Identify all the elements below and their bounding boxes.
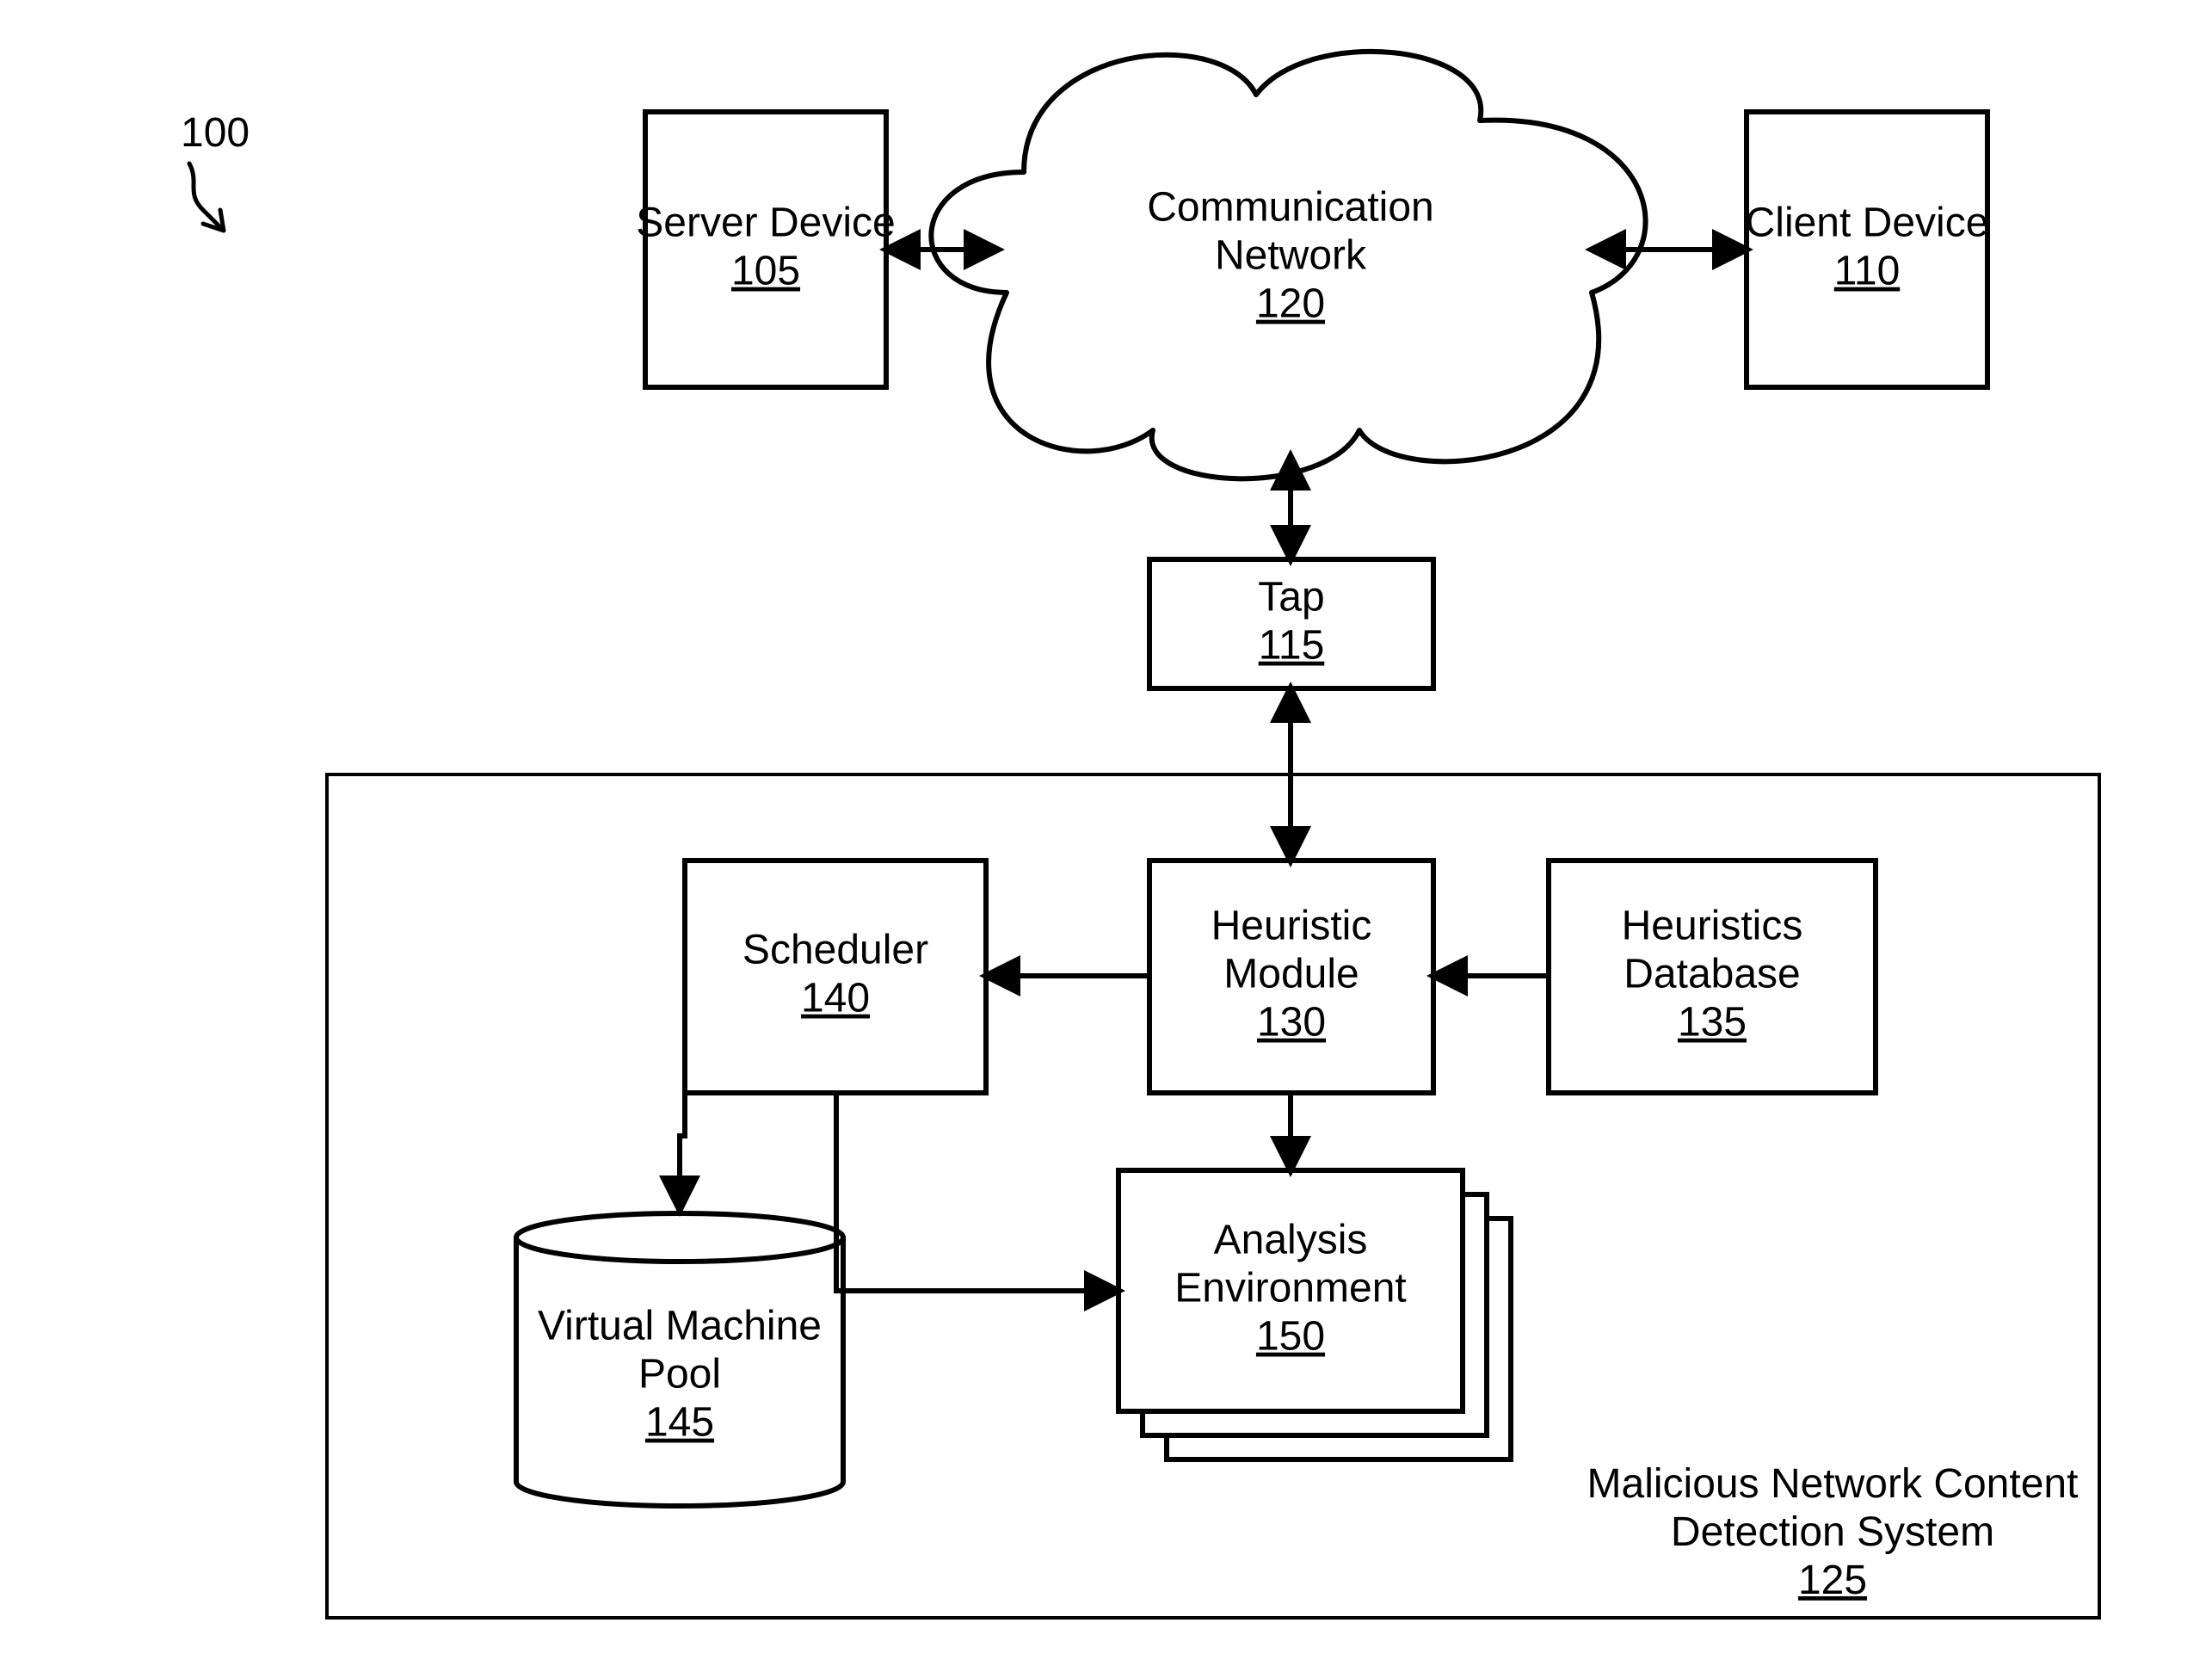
node-label-line: Server Device — [636, 201, 895, 246]
edge — [836, 1093, 1118, 1291]
figure-label: 100 — [181, 110, 250, 156]
node-scheduler: Scheduler140 — [685, 861, 986, 1093]
system-label-line: Detection System — [1671, 1509, 1994, 1555]
node-label-line: Analysis — [1214, 1218, 1368, 1263]
node-network-cloud: CommunicationNetwork120 — [931, 52, 1645, 478]
node-heuristic-module: HeuristicModule130 — [1149, 861, 1433, 1093]
node-label-line: Pool — [638, 1352, 721, 1398]
node-label-line: Database — [1624, 952, 1800, 997]
figure-label-arrow — [189, 164, 224, 231]
node-label-line: Heuristic — [1211, 904, 1372, 949]
node-ref: 130 — [1257, 1000, 1326, 1046]
node-ref: 115 — [1259, 623, 1325, 669]
node-label-line: Virtual Machine — [538, 1304, 822, 1349]
node-client: Client Device110 — [1746, 112, 1989, 387]
node-ref: 105 — [731, 249, 800, 294]
node-ref: 120 — [1256, 281, 1325, 327]
node-label-line: Scheduler — [742, 928, 928, 973]
node-server: Server Device105 — [636, 112, 895, 387]
node-label-line: Client Device — [1746, 201, 1989, 246]
node-label-line: Heuristics — [1622, 904, 1803, 949]
node-tap: Tap115 — [1149, 559, 1433, 688]
node-ref: 110 — [1834, 249, 1901, 294]
node-ref: 145 — [645, 1400, 714, 1446]
node-label-line: Environment — [1174, 1266, 1406, 1311]
node-label-line: Tap — [1258, 575, 1324, 620]
node-label-line: Network — [1215, 233, 1367, 279]
node-ref: 140 — [801, 976, 870, 1021]
edge — [680, 1093, 685, 1210]
node-vm-pool: Virtual MachinePool145 — [516, 1213, 843, 1506]
system-label-line: Malicious Network Content — [1587, 1461, 2079, 1507]
node-analysis-environment: AnalysisEnvironment150 — [1118, 1170, 1511, 1459]
node-heuristics-database: HeuristicsDatabase135 — [1549, 861, 1876, 1093]
node-label-line: Communication — [1147, 185, 1433, 231]
node-ref: 150 — [1256, 1314, 1325, 1360]
node-label-line: Module — [1223, 952, 1359, 997]
system-ref: 125 — [1798, 1558, 1867, 1603]
node-ref: 135 — [1678, 1000, 1747, 1046]
